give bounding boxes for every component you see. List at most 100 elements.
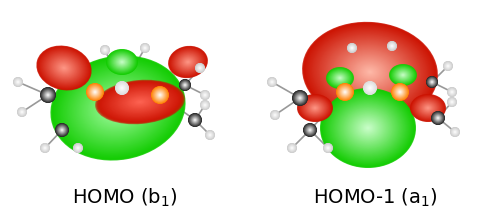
Ellipse shape	[183, 58, 193, 66]
Ellipse shape	[356, 118, 380, 138]
Ellipse shape	[334, 100, 402, 156]
Ellipse shape	[46, 53, 82, 83]
Ellipse shape	[190, 115, 200, 125]
Ellipse shape	[41, 144, 49, 152]
Ellipse shape	[290, 146, 294, 150]
Ellipse shape	[206, 131, 214, 140]
Ellipse shape	[448, 98, 456, 106]
Ellipse shape	[445, 63, 451, 69]
Ellipse shape	[52, 57, 184, 159]
Ellipse shape	[100, 46, 110, 54]
Ellipse shape	[88, 85, 148, 131]
Ellipse shape	[98, 93, 138, 123]
Ellipse shape	[203, 103, 207, 107]
Ellipse shape	[182, 82, 188, 88]
Ellipse shape	[205, 130, 215, 140]
Ellipse shape	[17, 81, 19, 83]
Ellipse shape	[349, 45, 355, 51]
Ellipse shape	[194, 119, 196, 121]
Ellipse shape	[14, 79, 21, 85]
Ellipse shape	[443, 61, 453, 71]
Ellipse shape	[200, 91, 209, 99]
Ellipse shape	[268, 78, 276, 86]
Ellipse shape	[434, 114, 442, 122]
Ellipse shape	[288, 144, 296, 152]
Ellipse shape	[18, 108, 26, 116]
Ellipse shape	[272, 112, 278, 118]
Ellipse shape	[395, 87, 405, 97]
Ellipse shape	[338, 85, 352, 99]
Ellipse shape	[198, 66, 202, 70]
Ellipse shape	[44, 91, 52, 99]
Ellipse shape	[198, 67, 202, 69]
Ellipse shape	[330, 42, 410, 102]
Ellipse shape	[330, 70, 350, 86]
Ellipse shape	[43, 90, 53, 100]
Ellipse shape	[390, 43, 394, 49]
Ellipse shape	[450, 90, 454, 94]
Ellipse shape	[42, 50, 86, 86]
Ellipse shape	[116, 81, 128, 95]
Ellipse shape	[348, 45, 356, 51]
Ellipse shape	[447, 65, 449, 67]
Ellipse shape	[388, 41, 396, 51]
Ellipse shape	[90, 88, 100, 96]
Ellipse shape	[272, 111, 278, 119]
Ellipse shape	[392, 66, 414, 84]
Ellipse shape	[57, 125, 67, 135]
Ellipse shape	[271, 81, 273, 83]
Ellipse shape	[273, 113, 277, 117]
Ellipse shape	[76, 145, 80, 151]
Ellipse shape	[318, 33, 422, 111]
Ellipse shape	[434, 113, 442, 123]
Ellipse shape	[118, 85, 126, 92]
Ellipse shape	[308, 128, 312, 132]
Ellipse shape	[102, 47, 108, 53]
Ellipse shape	[391, 65, 415, 85]
Ellipse shape	[338, 103, 398, 153]
Ellipse shape	[110, 53, 134, 71]
Ellipse shape	[309, 129, 311, 131]
Ellipse shape	[111, 103, 125, 113]
Ellipse shape	[59, 64, 69, 72]
Ellipse shape	[364, 83, 376, 94]
Ellipse shape	[18, 108, 26, 116]
Ellipse shape	[323, 143, 333, 153]
Ellipse shape	[142, 44, 148, 52]
Ellipse shape	[322, 90, 414, 166]
Ellipse shape	[54, 58, 182, 158]
Ellipse shape	[450, 89, 454, 95]
Ellipse shape	[366, 84, 374, 92]
Ellipse shape	[390, 44, 394, 48]
Ellipse shape	[62, 67, 66, 69]
Ellipse shape	[174, 51, 202, 73]
Ellipse shape	[15, 79, 21, 85]
Ellipse shape	[342, 89, 347, 95]
Ellipse shape	[180, 80, 190, 90]
Ellipse shape	[350, 46, 354, 50]
Ellipse shape	[432, 112, 444, 124]
Ellipse shape	[303, 123, 317, 137]
Ellipse shape	[186, 61, 190, 63]
Ellipse shape	[326, 146, 330, 150]
Ellipse shape	[366, 85, 374, 92]
Ellipse shape	[42, 145, 48, 151]
Ellipse shape	[273, 113, 277, 117]
Ellipse shape	[120, 61, 124, 63]
Ellipse shape	[287, 143, 297, 153]
Ellipse shape	[58, 63, 70, 73]
Ellipse shape	[294, 92, 306, 104]
Ellipse shape	[58, 126, 66, 134]
Ellipse shape	[76, 146, 80, 150]
Ellipse shape	[389, 43, 395, 49]
Ellipse shape	[344, 91, 346, 93]
Ellipse shape	[170, 48, 205, 76]
Ellipse shape	[353, 59, 387, 85]
Ellipse shape	[144, 47, 146, 49]
Ellipse shape	[110, 102, 126, 114]
Ellipse shape	[444, 63, 452, 69]
Ellipse shape	[200, 90, 210, 100]
Ellipse shape	[42, 89, 54, 101]
Ellipse shape	[179, 55, 197, 69]
Ellipse shape	[298, 95, 302, 101]
